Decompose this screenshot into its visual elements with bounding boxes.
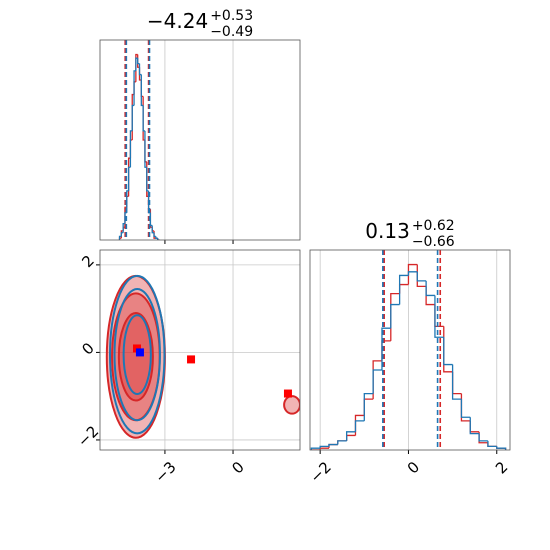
hist-step: [407, 271, 418, 276]
hist-step: [354, 420, 365, 432]
hist-step: [416, 264, 427, 288]
hist-step: [319, 445, 329, 449]
hist-step: [133, 70, 136, 106]
hist-step: [398, 283, 409, 294]
y-tick-label: 2: [78, 252, 97, 271]
panel-title: 0.13 +0.62−0.66: [365, 218, 455, 250]
hist-step: [310, 447, 321, 450]
x-tick-label: 0: [228, 458, 247, 477]
hist-step: [460, 399, 471, 418]
hist-step: [390, 303, 400, 329]
hist-step: [146, 167, 149, 192]
plot-area: [100, 250, 300, 450]
panel-frame: [309, 249, 511, 451]
hist-step: [127, 166, 131, 191]
hist-step: [151, 225, 155, 234]
hist-step: [487, 440, 497, 448]
contour-level: [283, 395, 300, 415]
marker: [187, 355, 196, 364]
hist-step: [469, 417, 480, 435]
panel-frame: [99, 39, 301, 241]
plot-area: [310, 250, 507, 450]
hist-step: [496, 446, 507, 450]
hist-step: [354, 414, 365, 436]
hist-step: [372, 360, 382, 400]
hist-step: [372, 369, 382, 394]
hist-step: [153, 232, 156, 238]
hist-step: [149, 212, 153, 227]
hist-step: [319, 447, 329, 450]
hist-step: [118, 235, 122, 240]
hist-step: [337, 440, 347, 445]
hist-step: [451, 371, 462, 395]
hist-step: [434, 304, 444, 328]
hist-step: [363, 392, 374, 421]
hist-step: [398, 274, 409, 305]
contour-level: [113, 287, 161, 422]
contour-level: [108, 274, 166, 435]
hist-step: [345, 431, 356, 441]
hist-step: [443, 337, 453, 366]
hist-step: [407, 263, 418, 285]
hist-step: [416, 271, 427, 282]
title-upper: +0.53: [210, 8, 253, 24]
marker: [135, 348, 144, 357]
hist-step: [138, 63, 142, 76]
panel-title: −4.24 +0.53−0.49: [147, 8, 253, 40]
x-tick-label: 2: [492, 458, 511, 477]
hist-step: [345, 434, 356, 441]
panel-frame: [99, 249, 301, 451]
hist-step: [381, 327, 391, 370]
title-upper: +0.62: [412, 218, 455, 234]
marker: [283, 389, 292, 398]
x-tick-label: −3: [151, 458, 179, 486]
title-value: −4.24: [147, 9, 208, 33]
title-lower: −0.66: [412, 234, 455, 250]
hist-step: [328, 443, 338, 447]
title-value: 0.13: [365, 219, 410, 243]
x-tick-label: 0: [404, 458, 423, 477]
x-tick-label: −2: [307, 458, 335, 486]
hist-step: [363, 398, 374, 416]
hist-step: [478, 433, 488, 442]
hist-step: [142, 105, 145, 132]
hist-step: [434, 295, 444, 338]
contour-level: [122, 314, 152, 395]
hist-step: [390, 292, 400, 341]
hist-step: [425, 280, 435, 297]
title-lower: −0.49: [210, 24, 253, 40]
hist-step: [451, 364, 462, 400]
y-tick-label: −2: [74, 422, 102, 450]
y-tick-label: 0: [78, 339, 97, 358]
hist-step: [137, 58, 140, 65]
hist-step: [157, 238, 160, 240]
hist-step: [131, 104, 135, 131]
hist-step: [135, 57, 138, 71]
plot-area: [118, 40, 234, 240]
hist-step: [155, 236, 158, 239]
hist-step: [469, 420, 480, 433]
hist-step: [120, 232, 124, 237]
